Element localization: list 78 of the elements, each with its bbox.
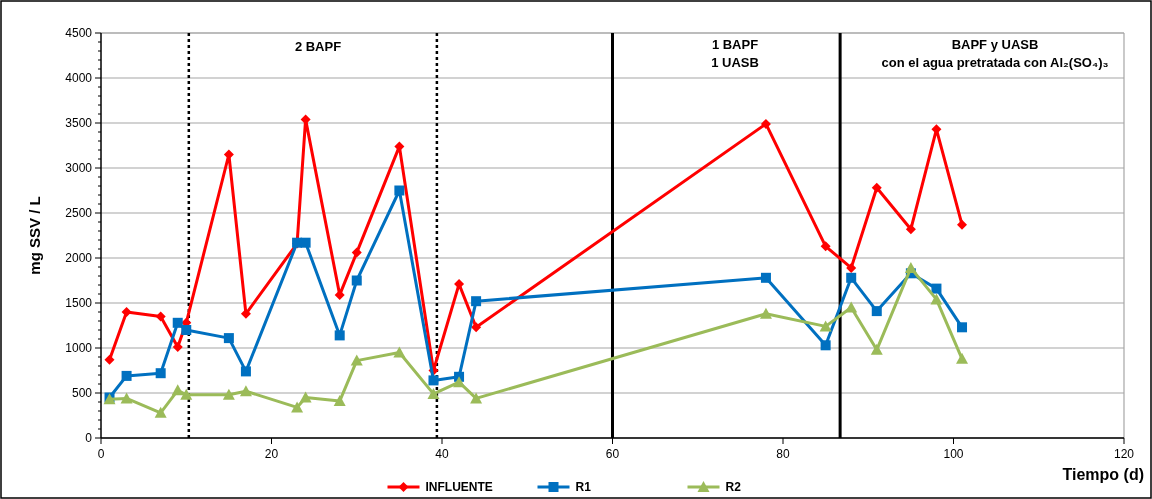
y-tick-label: 500	[71, 386, 93, 401]
x-tick-label: 100	[943, 447, 964, 461]
point	[428, 375, 439, 386]
point	[172, 342, 183, 353]
legend-label: R2	[725, 480, 742, 495]
point	[871, 306, 882, 317]
point	[905, 224, 916, 235]
legend-label: INFLUENTE	[425, 480, 493, 495]
point	[104, 354, 115, 365]
point	[333, 395, 346, 407]
point	[350, 354, 363, 366]
annotation: con el agua pretratada con Al₂(SO₄)₃	[881, 55, 1109, 70]
y-tick-label: 2000	[65, 251, 93, 266]
point	[172, 317, 183, 328]
point	[300, 237, 311, 248]
point	[155, 368, 166, 379]
point	[121, 370, 132, 381]
point	[393, 346, 406, 358]
point	[930, 293, 943, 305]
point	[120, 392, 133, 404]
point	[240, 308, 251, 319]
point	[846, 262, 857, 273]
point	[820, 241, 831, 252]
y-tick-label: 1500	[65, 296, 93, 311]
point	[154, 406, 167, 418]
x-tick-label: 40	[435, 447, 449, 461]
point	[394, 185, 405, 196]
point	[181, 325, 192, 335]
point	[845, 301, 858, 313]
point	[334, 330, 345, 341]
x-tick-label: 60	[605, 447, 620, 461]
x-tick-label: 0	[97, 447, 105, 461]
point	[820, 340, 831, 351]
y-tick-label: 2500	[65, 206, 93, 221]
point	[180, 388, 193, 400]
point	[299, 391, 312, 403]
point	[222, 388, 235, 400]
point	[155, 311, 166, 322]
x-tick-label: 20	[264, 447, 279, 461]
y-axis-title: mg SSV / L	[26, 196, 43, 275]
y-tick-label: 3500	[65, 116, 93, 131]
point	[760, 118, 771, 129]
annotation: 1 UASB	[711, 55, 759, 70]
y-tick-label: 3000	[65, 161, 93, 176]
point	[759, 307, 772, 319]
point	[351, 275, 362, 286]
point	[957, 219, 968, 230]
y-tick-label: 0	[85, 431, 93, 446]
point	[904, 261, 917, 273]
legend-label: R1	[575, 480, 592, 495]
point	[427, 387, 440, 399]
point	[351, 247, 362, 258]
y-tick-label: 1000	[65, 341, 93, 356]
point	[471, 322, 482, 333]
point	[957, 322, 968, 333]
x-axis-title: Tiempo (d)	[1062, 466, 1144, 483]
point	[121, 307, 132, 317]
point	[239, 385, 252, 397]
annotation: BAPF y UASB	[951, 37, 1039, 52]
point	[223, 333, 234, 344]
point	[870, 343, 883, 355]
point	[470, 392, 483, 404]
point	[240, 366, 251, 377]
x-tick-label: 80	[776, 447, 790, 461]
y-tick-label: 4000	[65, 71, 93, 86]
point	[171, 384, 184, 396]
annotation: 2 BAPF	[294, 39, 342, 54]
point	[846, 272, 857, 283]
x-tick-label: 120	[1113, 447, 1135, 461]
y-tick-label: 4500	[65, 26, 93, 41]
point	[956, 352, 969, 364]
annotation: 1 BAPF	[711, 37, 759, 52]
point	[819, 320, 832, 332]
point	[931, 283, 942, 294]
point	[291, 401, 304, 413]
point	[760, 272, 771, 283]
point	[871, 182, 882, 193]
point	[471, 296, 482, 307]
